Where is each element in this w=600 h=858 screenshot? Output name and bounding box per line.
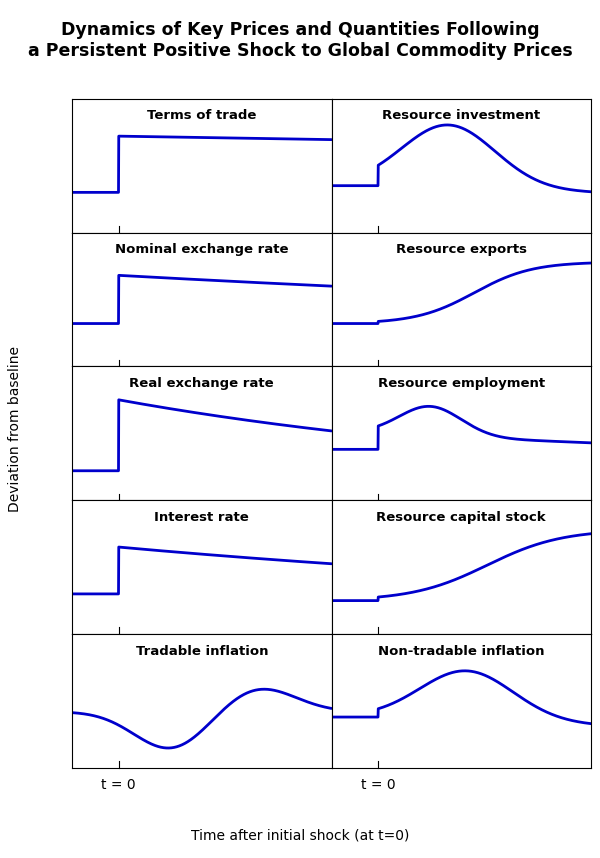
Text: t = 0: t = 0 [361, 778, 395, 792]
Text: Non-tradable inflation: Non-tradable inflation [378, 644, 545, 658]
Text: Real exchange rate: Real exchange rate [130, 377, 274, 390]
Text: Nominal exchange rate: Nominal exchange rate [115, 243, 289, 257]
Text: Interest rate: Interest rate [154, 511, 249, 524]
Text: Dynamics of Key Prices and Quantities Following
a Persistent Positive Shock to G: Dynamics of Key Prices and Quantities Fo… [28, 21, 572, 60]
Text: Terms of trade: Terms of trade [147, 109, 256, 123]
Text: Resource employment: Resource employment [377, 377, 545, 390]
Text: t = 0: t = 0 [101, 778, 136, 792]
Text: Deviation from baseline: Deviation from baseline [8, 346, 22, 512]
Text: Resource exports: Resource exports [396, 243, 527, 257]
Text: Time after initial shock (at t=0): Time after initial shock (at t=0) [191, 829, 409, 843]
Text: Tradable inflation: Tradable inflation [136, 644, 268, 658]
Text: Resource capital stock: Resource capital stock [376, 511, 546, 524]
Text: Resource investment: Resource investment [382, 109, 541, 123]
